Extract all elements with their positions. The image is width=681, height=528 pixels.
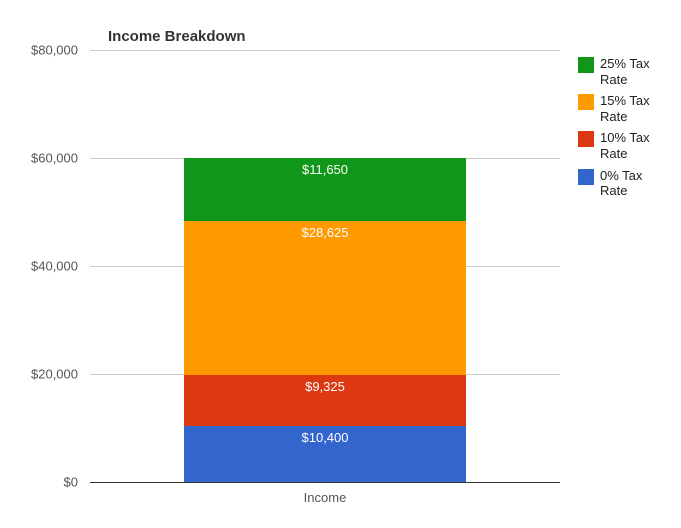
y-axis-label: $20,000 <box>0 367 78 382</box>
bar-segment-label: $10,400 <box>184 430 466 445</box>
gridline <box>90 50 560 51</box>
legend-item-rate15: 15% Tax Rate <box>578 93 670 124</box>
bar-segment-label: $11,650 <box>184 162 466 177</box>
x-axis-label: Income <box>304 490 347 505</box>
bar-segment-label: $9,325 <box>184 379 466 394</box>
legend-swatch <box>578 131 594 147</box>
legend: 25% Tax Rate 15% Tax Rate 10% Tax Rate 0% T… <box>578 56 670 205</box>
bar-segment-rate10: $9,325 <box>184 375 466 425</box>
bar-segment-rate25: $11,650 <box>184 158 466 221</box>
legend-item-rate0: 0% Tax Rate <box>578 168 670 199</box>
legend-label: 25% Tax Rate <box>600 56 670 87</box>
legend-label: 0% Tax Rate <box>600 168 670 199</box>
bar-segment-rate0: $10,400 <box>184 426 466 482</box>
legend-swatch <box>578 57 594 73</box>
legend-item-rate25: 25% Tax Rate <box>578 56 670 87</box>
legend-label: 10% Tax Rate <box>600 130 670 161</box>
legend-swatch <box>578 94 594 110</box>
y-axis-label: $40,000 <box>0 259 78 274</box>
chart-title: Income Breakdown <box>108 28 246 45</box>
y-axis-label: $60,000 <box>0 151 78 166</box>
bar-segment-rate15: $28,625 <box>184 221 466 376</box>
legend-swatch <box>578 169 594 185</box>
plot-area: $10,400 $9,325 $28,625 $11,650 <box>90 50 560 483</box>
legend-item-rate10: 10% Tax Rate <box>578 130 670 161</box>
y-axis-label: $0 <box>0 475 78 490</box>
y-axis-label: $80,000 <box>0 43 78 58</box>
income-breakdown-chart: Income Breakdown $10,400 $9,325 $28,625 $11… <box>0 0 681 528</box>
legend-label: 15% Tax Rate <box>600 93 670 124</box>
bar-segment-label: $28,625 <box>184 225 466 240</box>
